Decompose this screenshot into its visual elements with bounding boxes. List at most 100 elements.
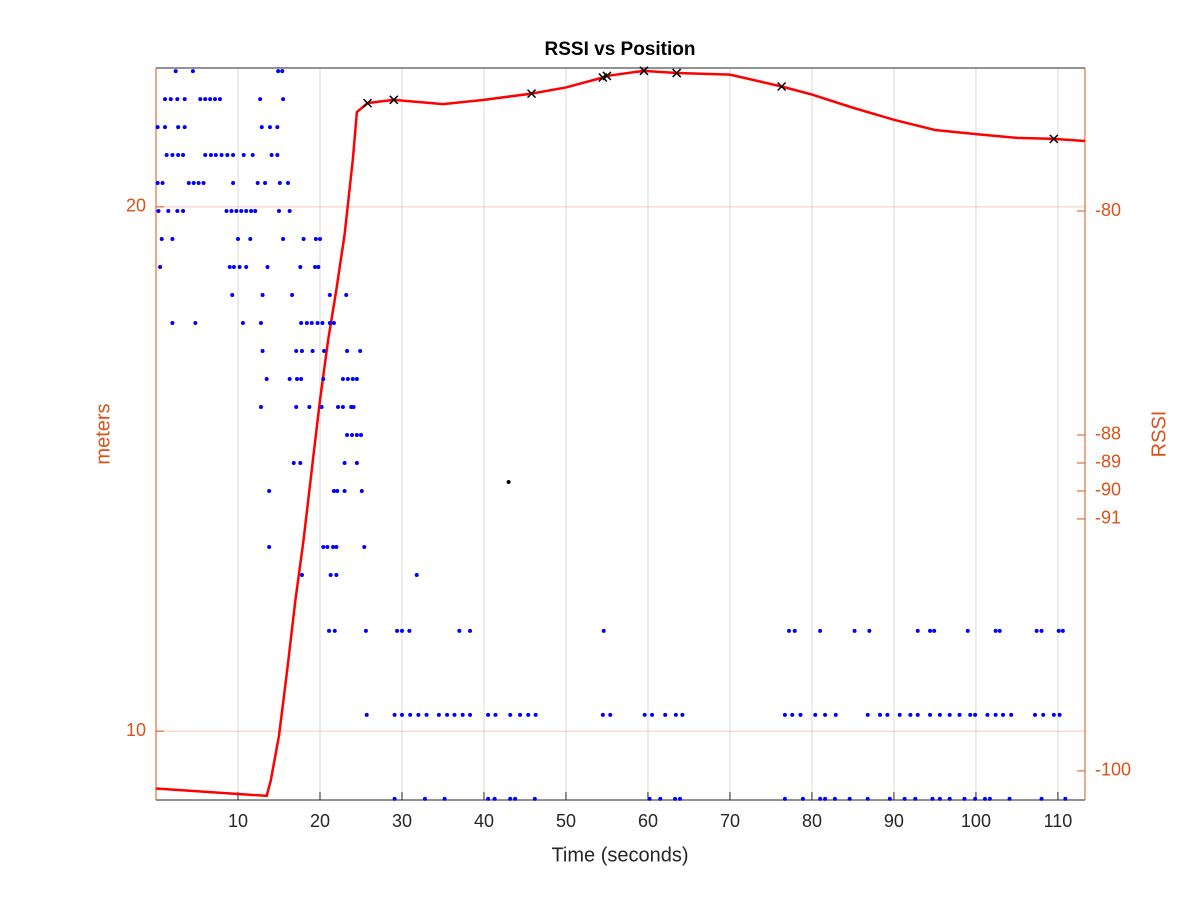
dot — [973, 796, 978, 801]
dot — [957, 712, 962, 717]
x-tick-label: 110 — [1044, 811, 1073, 831]
dot — [255, 181, 260, 186]
dot — [982, 796, 987, 801]
dot — [331, 488, 336, 493]
dot — [170, 153, 175, 158]
dot — [182, 97, 187, 102]
dot — [234, 209, 239, 214]
dot — [190, 69, 195, 74]
dot — [175, 97, 180, 102]
dot — [237, 265, 242, 270]
dot — [342, 460, 347, 465]
dot — [208, 153, 213, 158]
dot — [277, 181, 282, 186]
dot — [316, 265, 321, 270]
dot — [1034, 628, 1039, 633]
dot — [163, 97, 168, 102]
dot — [281, 237, 286, 242]
dot — [287, 209, 292, 214]
dot — [230, 293, 235, 298]
dot — [508, 712, 513, 717]
dot — [362, 544, 367, 549]
dot — [327, 628, 332, 633]
dot — [294, 404, 299, 409]
dot — [650, 712, 655, 717]
dot — [319, 404, 324, 409]
dot — [363, 628, 368, 633]
dot — [198, 97, 203, 102]
dot — [173, 69, 178, 74]
dot — [359, 488, 364, 493]
dot — [265, 265, 270, 270]
dot — [993, 712, 998, 717]
dot — [351, 404, 356, 409]
y2-tick-label: -90 — [1095, 480, 1121, 500]
dot — [181, 153, 186, 158]
dot — [818, 628, 823, 633]
dot — [170, 321, 175, 326]
x-marker — [639, 66, 649, 76]
y2-tick-label: -91 — [1095, 508, 1121, 528]
dot — [258, 321, 263, 326]
dot — [240, 321, 245, 326]
dot — [264, 376, 269, 381]
dot — [332, 628, 337, 633]
dot — [1007, 796, 1012, 801]
dot — [340, 404, 345, 409]
dot — [947, 796, 952, 801]
dot — [823, 712, 828, 717]
dot — [267, 544, 272, 549]
dot — [962, 796, 967, 801]
dot — [258, 404, 263, 409]
dot — [350, 376, 355, 381]
dot — [468, 712, 473, 717]
dot — [191, 181, 196, 186]
y2-tick-label: -88 — [1095, 424, 1121, 444]
chart-title: RSSI vs Position — [545, 39, 696, 60]
dot — [1001, 712, 1006, 717]
dot — [1039, 628, 1044, 633]
dot — [445, 712, 450, 717]
dot — [276, 69, 281, 74]
dot — [275, 125, 280, 130]
dot — [937, 796, 942, 801]
dot — [818, 796, 823, 801]
dot — [159, 237, 164, 242]
dot — [291, 460, 296, 465]
dot — [608, 712, 613, 717]
dot — [533, 712, 538, 717]
dot — [680, 712, 685, 717]
dot — [307, 404, 312, 409]
dot — [932, 628, 937, 633]
dot — [865, 712, 870, 717]
dot — [786, 628, 791, 633]
dot — [345, 432, 350, 437]
dot — [416, 712, 421, 717]
dot — [965, 628, 970, 633]
dot — [281, 97, 286, 102]
dot — [414, 572, 419, 577]
dot — [298, 265, 303, 270]
dot — [847, 796, 852, 801]
dot — [244, 265, 249, 270]
dot — [823, 796, 828, 801]
x-tick-label: 80 — [802, 811, 822, 831]
dot — [304, 321, 309, 326]
dot — [231, 181, 236, 186]
dot — [897, 712, 902, 717]
dot — [301, 237, 306, 242]
dot — [313, 237, 318, 242]
dot — [239, 209, 244, 214]
y-tick-label: 10 — [126, 720, 146, 740]
dot — [328, 572, 333, 577]
x-tick-label: 60 — [638, 811, 658, 831]
dot — [166, 209, 171, 214]
dot — [213, 97, 218, 102]
x-marker — [602, 71, 612, 81]
dot — [642, 712, 647, 717]
x-marker — [363, 98, 373, 108]
dot — [217, 97, 222, 102]
dot — [269, 153, 274, 158]
dot — [250, 153, 255, 158]
